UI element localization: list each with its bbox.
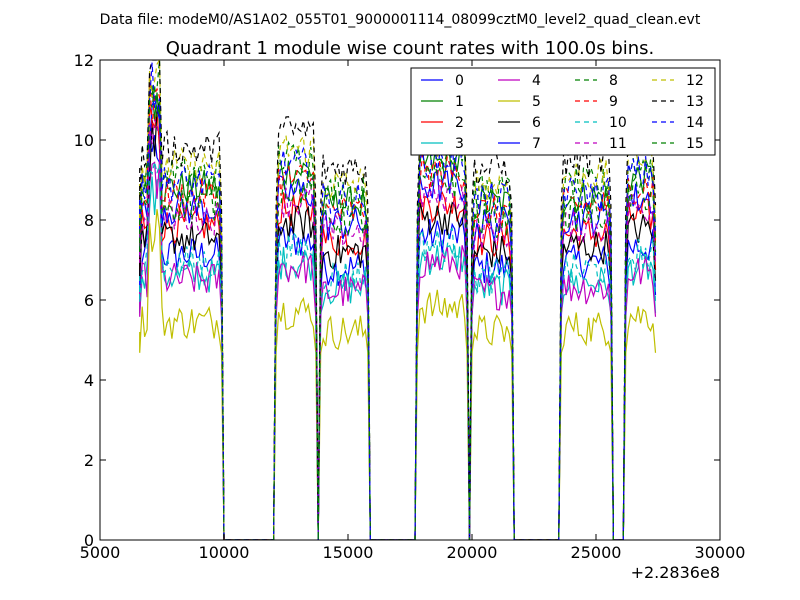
legend-box [410,67,716,156]
legend-label-7: 7 [532,136,541,152]
chart-title: Quadrant 1 module wise count rates with … [166,38,655,59]
series-line-9 [139,72,657,540]
x-tick-label: 5000 [80,543,121,562]
legend-label-0: 0 [455,73,464,89]
x-tick-label: 10000 [199,543,250,562]
x-tick-label: 25000 [571,543,622,562]
y-tick-label: 6 [84,291,94,310]
x-tick-label: 15000 [323,543,374,562]
y-tick-label: 2 [84,451,94,470]
legend-label-4: 4 [532,73,541,89]
legend-label-11: 11 [609,136,627,152]
legend-label-12: 12 [686,73,704,89]
y-tick-label: 10 [74,131,94,150]
series-line-15 [139,85,657,540]
legend-label-6: 6 [532,115,541,131]
legend-label-2: 2 [455,115,464,131]
legend-label-9: 9 [609,94,618,110]
series-lines [139,60,657,540]
x-tick-label: 30000 [695,543,746,562]
series-line-5 [139,209,657,540]
series-line-11 [139,119,657,540]
legend-label-13: 13 [686,94,704,110]
series-line-14 [139,62,657,540]
series-line-3 [139,176,657,540]
figure-suptitle: Data file: modeM0/AS1A02_055T01_90000011… [100,12,701,28]
legend-label-14: 14 [686,115,704,131]
legend-label-3: 3 [455,136,464,152]
y-tick-label: 8 [84,211,94,230]
legend-label-15: 15 [686,136,704,152]
x-tick-label: 20000 [447,543,498,562]
x-axis: 5000 10000 15000 20000 25000 30000 [80,60,746,562]
legend-label-1: 1 [455,94,464,110]
y-tick-label: 4 [84,371,94,390]
y-tick-label: 12 [74,51,94,70]
legend-label-8: 8 [609,73,618,89]
x-offset-label: +2.2836e8 [631,563,720,582]
legend-label-10: 10 [609,115,627,131]
legend-label-5: 5 [532,94,541,110]
y-tick-label: 0 [84,531,94,550]
